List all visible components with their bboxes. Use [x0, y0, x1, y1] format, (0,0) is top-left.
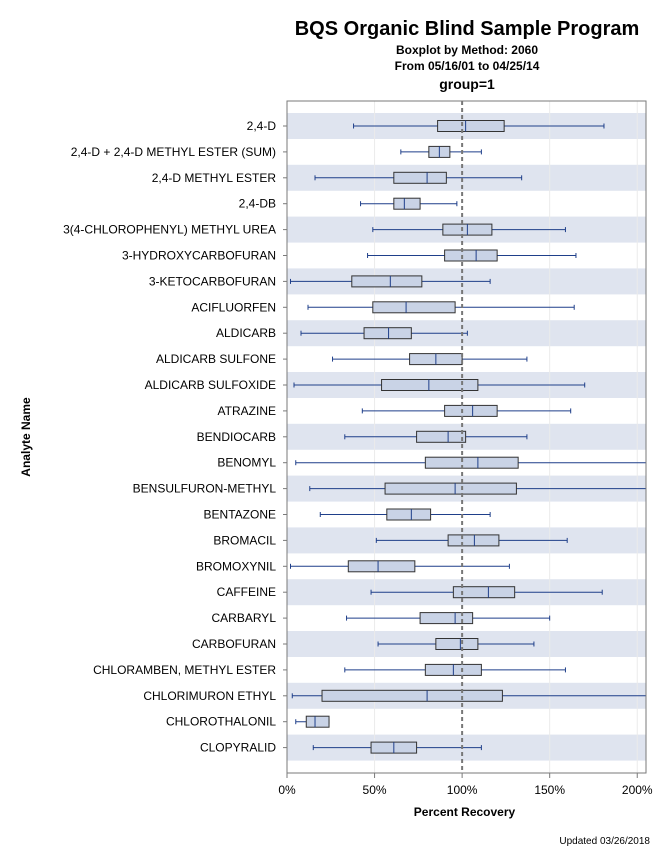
- analyte-label: 2,4-D: [247, 119, 277, 133]
- analyte-label: 3-HYDROXYCARBOFURAN: [122, 249, 276, 263]
- iqr-box: [447, 534, 500, 547]
- analyte-label: 2,4-D + 2,4-D METHYL ESTER (SUM): [71, 145, 276, 159]
- iqr-box: [424, 456, 519, 469]
- x-tick-label: 100%: [447, 783, 478, 797]
- iqr-box: [321, 689, 503, 702]
- analyte-label: BENSULFURON-METHYL: [133, 482, 277, 496]
- iqr-box: [437, 120, 505, 132]
- iqr-box: [351, 275, 423, 288]
- iqr-box: [444, 249, 498, 262]
- analyte-label: ALDICARB SULFOXIDE: [145, 378, 276, 392]
- analyte-label: BROMACIL: [213, 533, 276, 547]
- analyte-label: BENTAZONE: [204, 508, 276, 522]
- x-axis-title: Percent Recovery: [414, 805, 516, 819]
- chart-subtitle-date-range: From 05/16/01 to 04/25/14: [394, 59, 540, 73]
- iqr-box: [363, 327, 412, 340]
- iqr-box: [444, 404, 498, 417]
- analyte-label: 3-KETOCARBOFURAN: [149, 274, 276, 288]
- iqr-box: [381, 379, 479, 391]
- chart-subtitle-method: Boxplot by Method: 2060: [395, 43, 538, 57]
- analyte-label: CARBOFURAN: [192, 637, 276, 651]
- iqr-box: [347, 560, 416, 573]
- analyte-label: CHLOROTHALONIL: [166, 715, 276, 729]
- x-tick-label: 200%: [622, 783, 653, 797]
- analyte-label: CHLORIMURON ETHYL: [143, 689, 276, 703]
- iqr-box: [393, 171, 447, 184]
- x-tick-label: 50%: [363, 783, 387, 797]
- analyte-label: CLOPYRALID: [200, 741, 276, 755]
- iqr-box: [419, 612, 474, 625]
- iqr-box: [452, 586, 516, 599]
- x-tick-label: 150%: [534, 783, 565, 797]
- iqr-box: [372, 301, 456, 314]
- updated-footer: Updated 03/26/2018: [559, 836, 650, 847]
- analyte-label: ACIFLUORFEN: [191, 300, 276, 314]
- analyte-label: ALDICARB: [216, 326, 276, 340]
- analyte-label: ALDICARB SULFONE: [156, 352, 276, 366]
- analyte-label: CHLORAMBEN, METHYL ESTER: [93, 663, 276, 677]
- analyte-label: CARBARYL: [212, 611, 277, 625]
- iqr-box: [384, 482, 517, 495]
- iqr-box: [386, 508, 432, 521]
- iqr-box: [416, 430, 467, 443]
- iqr-box: [393, 197, 421, 210]
- analyte-label: BROMOXYNIL: [196, 559, 276, 573]
- x-tick-label: 0%: [278, 783, 296, 797]
- y-axis-title: Analyte Name: [19, 397, 33, 477]
- analyte-label: BENOMYL: [217, 456, 276, 470]
- chart-title: BQS Organic Blind Sample Program: [294, 18, 640, 40]
- analyte-label: CAFFEINE: [217, 585, 276, 599]
- iqr-box: [305, 715, 330, 728]
- iqr-box: [435, 638, 479, 650]
- analyte-label: 2,4-DB: [239, 197, 276, 211]
- analyte-label: 2,4-D METHYL ESTER: [152, 171, 277, 185]
- analyte-label: BENDIOCARB: [197, 430, 276, 444]
- analyte-label: 3(4-CHLOROPHENYL) METHYL UREA: [63, 223, 276, 237]
- analyte-label: ATRAZINE: [218, 404, 276, 418]
- group-label: group=1: [439, 76, 495, 92]
